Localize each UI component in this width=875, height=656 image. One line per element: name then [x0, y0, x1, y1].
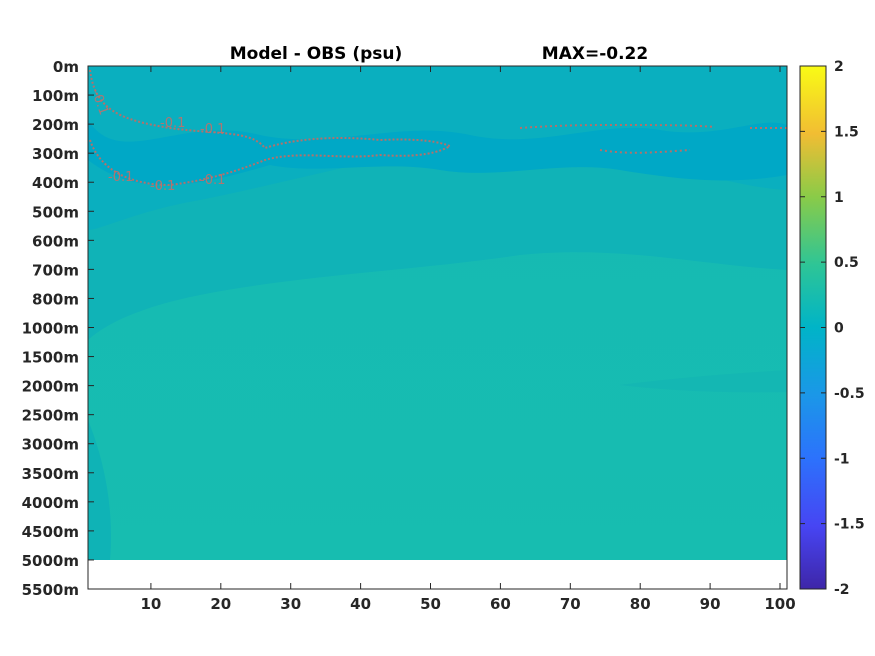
contour-label: -0.1 — [150, 179, 175, 194]
y-tick-label: 2000m — [22, 378, 79, 396]
y-tick-label: 2500m — [22, 407, 79, 425]
field-east-band — [620, 370, 787, 393]
x-tick-label: 50 — [420, 595, 441, 613]
y-tick-label: 800m — [32, 290, 79, 308]
x-axis: 10 20 30 40 50 60 70 80 90 100 — [140, 66, 796, 613]
y-tick-label: 300m — [32, 145, 79, 163]
contour-line — [519, 124, 716, 129]
colorbar-tick-label: 1 — [834, 190, 844, 206]
x-tick-label: 30 — [280, 595, 301, 613]
contour-line — [89, 69, 451, 150]
y-tick-label: 1000m — [22, 320, 79, 338]
y-tick-label: 4000m — [22, 494, 79, 512]
colorbar-tick-label: -1 — [834, 451, 850, 467]
x-tick-label: 20 — [210, 595, 231, 613]
contour-label: -0.1 — [200, 122, 225, 137]
x-tick-label: 60 — [490, 595, 511, 613]
contour-label: -0.1 — [160, 116, 185, 131]
y-tick-label: 100m — [32, 87, 79, 105]
contour-label: -0.1 — [108, 170, 133, 185]
contour-line — [89, 139, 451, 187]
field-west-deep — [88, 420, 111, 560]
field: -0.1 -0.1 -0.1 -0.1 -0.1 -0.1 — [88, 66, 787, 560]
colorbar-tick-label: 2 — [834, 59, 844, 75]
colorbar-tick-label: 0.5 — [834, 255, 859, 271]
contour-label: -0.1 — [200, 173, 225, 188]
x-tick-label: 10 — [140, 595, 161, 613]
field-minimum — [88, 120, 787, 186]
colorbar-tick-label: 0 — [834, 321, 844, 337]
y-tick-label: 400m — [32, 174, 79, 192]
y-tick-label: 0m — [53, 58, 79, 76]
x-tick-label: 100 — [764, 595, 795, 613]
x-tick-label: 80 — [630, 595, 651, 613]
y-tick-label: 3500m — [22, 465, 79, 483]
y-tick-label: 5500m — [22, 581, 79, 599]
y-tick-label: 700m — [32, 261, 79, 279]
x-tick-label: 40 — [350, 595, 371, 613]
colorbar-tick-label: -0.5 — [834, 386, 865, 402]
y-tick-label: 500m — [32, 203, 79, 221]
y-tick-label: 1500m — [22, 349, 79, 367]
chart-title: Model - OBS (psu) — [230, 44, 403, 64]
x-tick-label: 90 — [700, 595, 721, 613]
colorbar-tick-label: -2 — [834, 582, 850, 598]
y-tick-label: 4500m — [22, 523, 79, 541]
colorbar-tick-label: -1.5 — [834, 517, 865, 533]
contour-line — [599, 149, 691, 154]
y-tick-label: 200m — [32, 116, 79, 134]
max-label: MAX=-0.22 — [542, 44, 648, 64]
x-tick-label: 70 — [560, 595, 581, 613]
colorbar-tick-label: 1.5 — [834, 124, 859, 140]
colorbar-axis: 2 1.5 1 0.5 0 -0.5 -1 -1.5 -2 — [800, 59, 865, 598]
y-tick-label: 600m — [32, 232, 79, 250]
y-tick-label: 3000m — [22, 436, 79, 454]
y-axis: 0m 100m 200m 300m 400m 500m 600m 700m 800m 1000m 1… — [22, 58, 94, 599]
y-tick-label: 5000m — [22, 552, 79, 570]
